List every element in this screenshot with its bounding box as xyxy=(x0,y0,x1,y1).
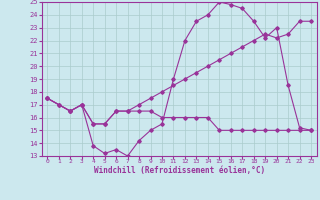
X-axis label: Windchill (Refroidissement éolien,°C): Windchill (Refroidissement éolien,°C) xyxy=(94,166,265,175)
